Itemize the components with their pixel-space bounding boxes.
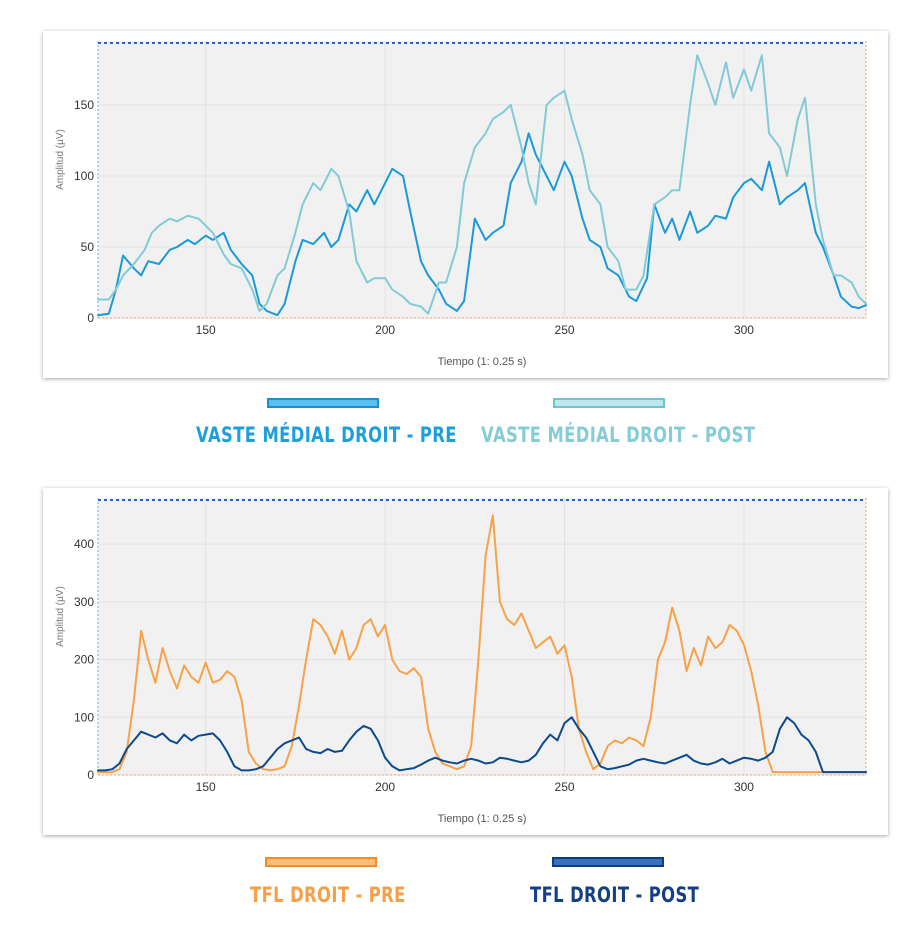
tfl-series-2-line [97,716,867,774]
tfl-y-tick-label: 0 [87,768,94,782]
legend-swatch-vm-pre [267,398,379,408]
vm-y-tick-label: 100 [74,169,94,183]
legend-label-vm-post: VASTE MÉDIAL DROIT - POST [481,423,756,447]
chart-panel-tfl: 150 200 250 300 0 100 200 300 400 Tiempo (1: 0.25… [43,488,888,835]
vm-x-tick-label: 250 [555,323,575,337]
tfl-x-tick-label: 150 [196,780,216,794]
legend-swatch-tfl-post [552,857,664,867]
vm-y-tick-label: 150 [74,98,94,112]
chart-tfl: 150 200 250 300 0 100 200 300 400 Tiempo (1: 0.25… [55,498,867,825]
tfl-x-axis-label: Tiempo (1: 0.25 s) [438,813,527,825]
chart-panel-vaste-medial: 150 200 250 300 0 50 100 150 Tiempo (1: 0.25 s) A… [43,31,888,378]
legend-swatch-tfl-pre [265,857,377,867]
vm-x-tick-label: 300 [734,323,754,337]
vm-x-tick-label: 150 [196,323,216,337]
tfl-y-tick-label: 300 [74,595,94,609]
tfl-y-axis-label: Amplitud (µV) [55,586,66,647]
chart-vaste-medial: 150 200 250 300 0 50 100 150 Tiempo (1: 0.25 s) A… [55,41,867,368]
vm-y-tick-label: 0 [87,311,94,325]
legend-label-vm-pre: VASTE MÉDIAL DROIT - PRE [196,423,457,447]
tfl-x-tick-label: 200 [375,780,395,794]
legend-swatch-vm-post [553,398,665,408]
tfl-y-tick-label: 400 [74,537,94,551]
vm-series-2-line [97,54,867,315]
tfl-x-tick-label: 250 [555,780,575,794]
legend-label-tfl-pre: TFL DROIT - PRE [250,883,406,907]
tfl-x-tick-label: 300 [734,780,754,794]
vm-y-axis-label: Amplitud (µV) [55,129,66,190]
tfl-y-tick-label: 200 [74,653,94,667]
vm-x-tick-label: 200 [375,323,395,337]
tfl-series-1-line [97,514,867,774]
legend-label-tfl-post: TFL DROIT - POST [530,883,700,907]
vm-y-tick-label: 50 [81,240,95,254]
tfl-y-tick-label: 100 [74,710,94,724]
vm-series-1-line [97,132,867,317]
vm-x-axis-label: Tiempo (1: 0.25 s) [438,356,527,368]
